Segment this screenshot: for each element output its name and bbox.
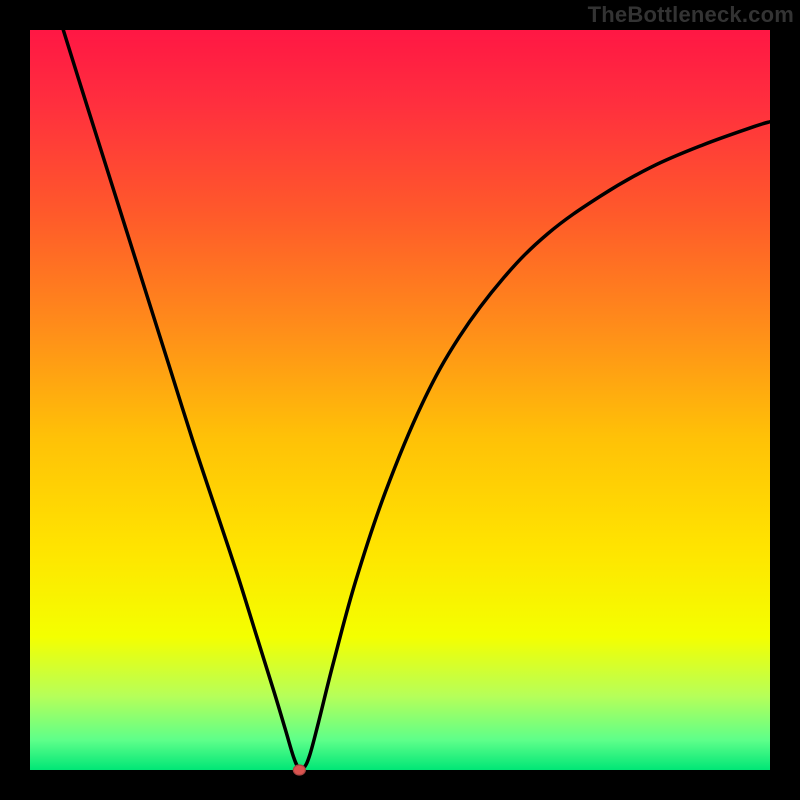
optimum-marker bbox=[293, 765, 305, 775]
attribution-text: TheBottleneck.com bbox=[588, 2, 794, 28]
chart-svg bbox=[0, 0, 800, 800]
plot-background bbox=[30, 30, 770, 770]
chart-canvas: { "meta": { "attribution_text": "TheBott… bbox=[0, 0, 800, 800]
